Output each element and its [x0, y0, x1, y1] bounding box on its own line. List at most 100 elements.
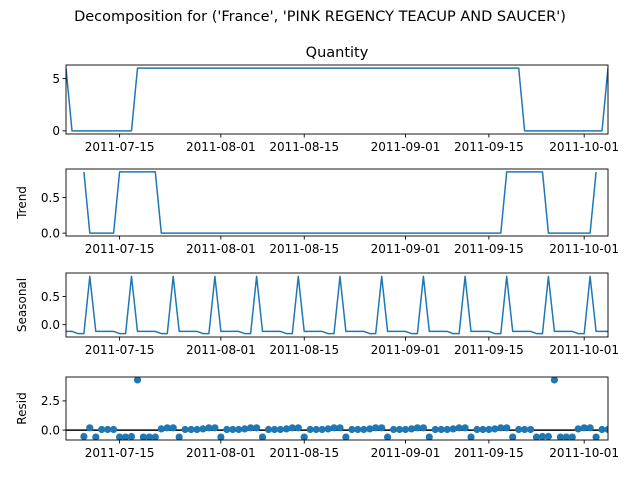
plot-area	[66, 67, 608, 132]
resid-point	[461, 424, 469, 432]
x-tick-label: 2011-07-15	[85, 242, 155, 256]
x-tick-label: 2011-08-01	[186, 446, 256, 460]
x-tick-label: 2011-09-15	[454, 446, 524, 460]
resid-point	[616, 425, 623, 432]
resid-point	[503, 424, 511, 432]
x-tick-label: 2011-09-01	[371, 140, 441, 154]
x-tick-label: 2011-08-15	[269, 140, 339, 154]
resid-point	[300, 433, 308, 440]
resid-point	[122, 433, 130, 440]
resid-point	[479, 425, 487, 434]
x-tick-label: 2011-09-01	[371, 242, 441, 256]
resid-point	[604, 425, 608, 434]
resid-point	[556, 433, 564, 440]
resid-point	[294, 424, 302, 432]
resid-point	[336, 424, 344, 432]
resid-point	[473, 425, 481, 434]
resid-point	[139, 433, 147, 440]
resid-point	[312, 425, 320, 434]
resid-point	[485, 425, 493, 434]
resid-point	[574, 425, 582, 433]
y-axis-label: Trend	[15, 186, 29, 220]
plot-area	[66, 275, 608, 335]
resid-point	[217, 433, 225, 440]
resid-point	[592, 433, 600, 440]
resid-point	[580, 424, 588, 432]
resid-point	[235, 425, 243, 434]
resid-point	[407, 425, 416, 433]
y-tick-label: 0	[52, 124, 60, 138]
resid-point	[413, 424, 421, 432]
resid-point	[163, 424, 171, 432]
resid-point	[622, 424, 629, 431]
resid-point	[401, 425, 410, 434]
resid-point	[330, 424, 338, 432]
y-tick-label: 0.0	[41, 423, 60, 437]
y-tick-label: 0.0	[41, 226, 60, 240]
resid-point	[586, 424, 594, 432]
resid-point	[628, 433, 635, 440]
resid-point	[562, 433, 570, 440]
resid-point	[568, 433, 576, 440]
resid-point	[205, 424, 213, 432]
resid-point	[98, 425, 106, 434]
resid-point	[360, 425, 368, 434]
series-line	[83, 171, 597, 234]
resid-point	[521, 425, 529, 434]
x-tick-label: 2011-07-15	[85, 343, 155, 357]
axes-frame	[65, 272, 609, 338]
resid-point	[538, 432, 547, 440]
y-axis-label: Resid	[15, 392, 29, 424]
resid-point	[527, 425, 535, 434]
resid-point	[199, 425, 207, 433]
resid-point	[390, 425, 398, 434]
x-tick-label: 2011-10-01	[549, 242, 619, 256]
resid-point	[372, 424, 380, 432]
resid-point	[157, 425, 165, 433]
resid-point	[104, 425, 112, 434]
x-tick-label: 2011-09-15	[454, 343, 524, 357]
resid-point	[550, 377, 558, 384]
resid-point	[342, 433, 350, 440]
resid-point	[145, 433, 153, 440]
x-tick-label: 2011-10-01	[549, 343, 619, 357]
resid-point	[86, 424, 94, 432]
axes-frame	[65, 376, 609, 441]
resid-point	[264, 425, 273, 434]
resid-point	[282, 425, 290, 433]
y-axis-label: Seasonal	[15, 278, 29, 332]
resid-point	[110, 425, 118, 434]
resid-point	[276, 425, 284, 434]
resid-point	[544, 432, 552, 440]
resid-point	[455, 424, 463, 432]
resid-point	[270, 425, 279, 434]
y-tick-label: 0.5	[41, 290, 60, 304]
resid-point	[598, 425, 606, 434]
resid-point	[181, 425, 189, 434]
plot-area	[66, 377, 635, 440]
y-tick-label: 0.0	[41, 318, 60, 332]
resid-point	[169, 424, 177, 432]
resid-point	[324, 425, 332, 433]
resid-point	[348, 425, 356, 434]
y-tick-label: 5	[52, 72, 60, 86]
resid-point	[80, 432, 88, 440]
resid-point	[395, 425, 404, 434]
resid-point	[354, 425, 362, 434]
x-tick-label: 2011-08-15	[269, 446, 339, 460]
axes-frame	[65, 64, 609, 135]
y-tick-label: 0.5	[41, 191, 60, 205]
resid-point	[384, 433, 392, 440]
resid-point	[288, 424, 296, 432]
resid-point	[610, 426, 617, 433]
resid-point	[306, 425, 314, 434]
y-tick-label: 2.5	[41, 394, 60, 408]
resid-point	[92, 433, 100, 440]
plot-area	[83, 171, 597, 234]
resid-point	[253, 424, 261, 432]
resid-point	[133, 377, 142, 384]
series-line	[66, 67, 608, 132]
x-tick-label: 2011-08-01	[186, 140, 256, 154]
resid-point	[497, 424, 505, 432]
